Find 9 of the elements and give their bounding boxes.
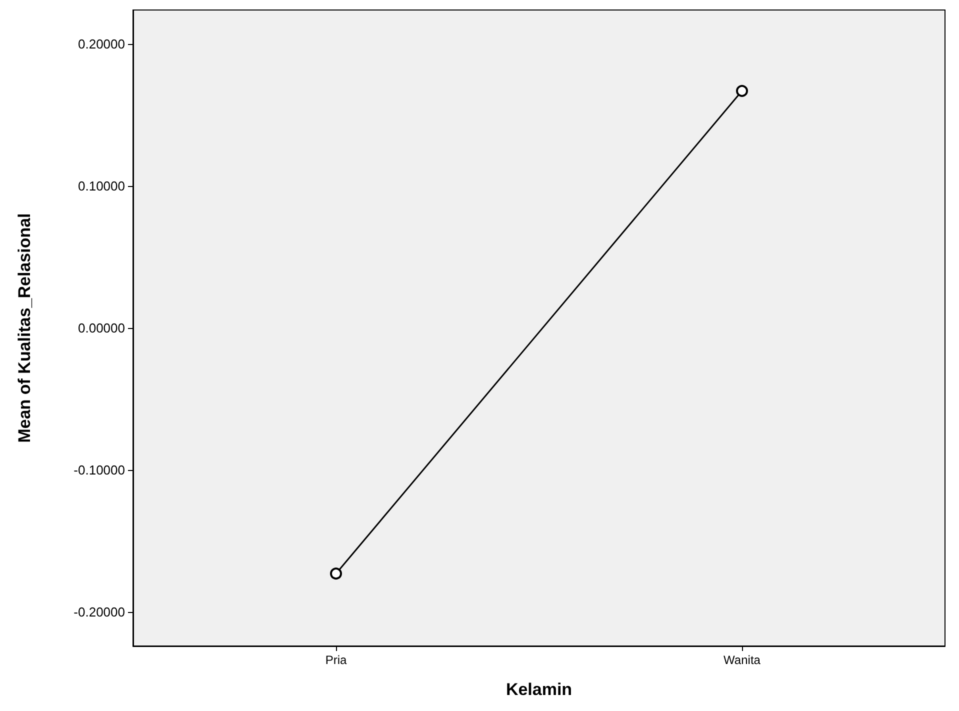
y-tick-label: 0.20000 [78,36,125,52]
x-axis-title: Kelamin [506,680,572,699]
y-tick-label: 0.10000 [78,178,125,194]
y-tick-label: -0.10000 [74,462,125,478]
x-tick-label: Pria [325,653,347,667]
y-tick-label: -0.20000 [74,604,125,620]
y-axis-title: Mean of Kualitas_Relasional [15,213,34,443]
x-tick-label: Wanita [724,653,761,667]
y-tick-label: 0.00000 [78,320,125,336]
